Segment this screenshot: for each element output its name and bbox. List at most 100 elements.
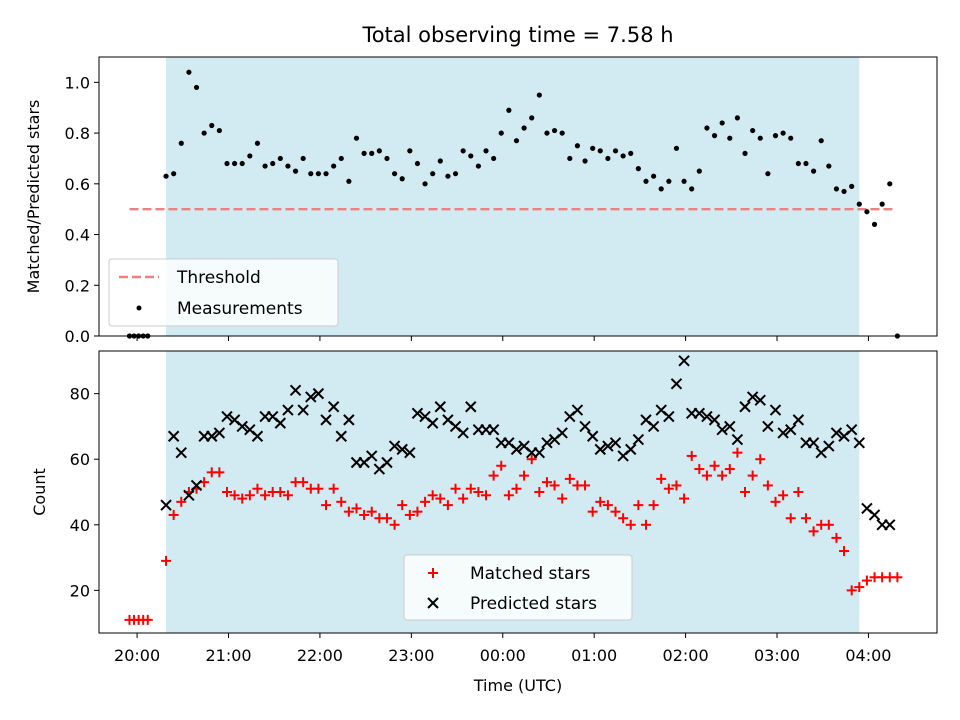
matched-star-point — [656, 473, 667, 484]
matched-star-point — [282, 490, 293, 501]
bottom-axes-frame — [98, 350, 938, 634]
predicted-star-point — [647, 420, 660, 433]
measurement-point — [201, 130, 207, 136]
predicted-star-point — [701, 410, 713, 423]
matched-star-point — [328, 483, 339, 494]
predicted-star-point — [335, 430, 347, 442]
predicted-star-point — [510, 443, 523, 456]
predicted-star-point — [289, 384, 302, 397]
bottom-y-tick-label: 80 — [70, 385, 90, 404]
measurement-point — [437, 158, 443, 164]
measurement-point — [788, 135, 794, 141]
matched-star-point — [778, 490, 789, 501]
predicted-star-point — [823, 440, 835, 452]
measurement-point — [224, 160, 230, 167]
top-y-ticks: 0.0 0.2 0.4 0.6 0.8 1.0 — [65, 73, 99, 346]
legend-threshold-label: Threshold — [176, 268, 261, 288]
predicted-star-point — [632, 433, 645, 446]
top-y-tick-label: 1.0 — [65, 73, 90, 92]
predicted-star-point — [693, 407, 706, 420]
matched-star-point — [488, 470, 499, 481]
measurement-point — [856, 201, 862, 207]
measurement-point — [833, 186, 840, 192]
matched-star-point — [496, 460, 507, 471]
predicted-star-point — [388, 440, 401, 452]
matched-star-point — [709, 460, 720, 471]
measurement-point — [551, 127, 558, 134]
matched-star-point — [831, 532, 842, 543]
predicted-star-point — [236, 420, 248, 433]
measurement-point — [376, 148, 382, 154]
measurement-point — [521, 125, 527, 131]
measurement-point — [529, 115, 535, 121]
matched-star-point — [732, 447, 743, 458]
measurement-point — [635, 166, 641, 172]
measurement-point — [285, 163, 291, 169]
matched-star-point — [221, 487, 232, 497]
matched-star-point — [892, 572, 903, 583]
predicted-star-point — [792, 414, 805, 426]
predicted-star-point — [426, 417, 439, 429]
matched-star-point — [229, 490, 240, 501]
bottom-y-tick-label: 60 — [70, 450, 90, 469]
measurement-point — [445, 173, 451, 179]
measurement-point — [841, 188, 847, 195]
matched-star-point — [694, 464, 705, 475]
x-tick-label: 00:00 — [480, 646, 526, 665]
predicted-star-point — [579, 420, 591, 433]
predicted-star-point — [868, 509, 881, 521]
matched-star-point — [343, 506, 354, 517]
predicted-star-point — [609, 437, 622, 449]
predicted-star-point — [487, 423, 500, 436]
matched-star-point — [404, 509, 415, 520]
matched-star-point — [214, 467, 225, 478]
measurement-point — [887, 181, 893, 187]
measurement-point — [750, 127, 756, 134]
measurement-point — [605, 155, 611, 162]
matched-star-point — [724, 464, 735, 475]
x-tick-label: 22:00 — [297, 646, 343, 665]
predicted-star-point — [457, 427, 469, 439]
predicted-star-point — [533, 446, 546, 459]
matched-star-point — [275, 487, 286, 497]
measurement-point — [681, 178, 687, 184]
measurement-point — [803, 160, 809, 167]
matched-star-point — [366, 506, 377, 517]
measurement-point — [300, 155, 306, 162]
predicted-star-point — [884, 519, 896, 531]
measurement-point — [468, 153, 474, 159]
predicted-star-point — [327, 401, 340, 413]
x-tick-label: 03:00 — [754, 646, 800, 665]
matched-star-point — [587, 506, 598, 517]
predicted-star-point — [396, 443, 408, 456]
matched-star-point — [526, 454, 537, 465]
predicted-star-point — [251, 430, 264, 442]
matched-star-point — [793, 487, 804, 497]
matched-star-point — [420, 496, 431, 507]
predicted-star-point — [297, 404, 309, 416]
measurement-point — [292, 168, 299, 174]
bottom-legend: Matched stars Predicted stars — [403, 554, 633, 621]
matched-star-point — [671, 480, 682, 491]
measurement-point — [620, 153, 626, 159]
matched-star-point — [679, 493, 690, 504]
predicted-star-point — [167, 430, 180, 442]
predicted-star-point — [221, 410, 233, 423]
predicted-star-point — [731, 433, 744, 446]
predicted-star-point — [175, 446, 187, 459]
matched-star-point — [549, 480, 560, 491]
matched-star-point — [142, 614, 153, 625]
measurement-point — [491, 155, 497, 162]
predicted-star-point — [206, 430, 218, 442]
measurement-point — [270, 160, 276, 167]
matched-star-point — [762, 480, 773, 491]
top-legend-box — [108, 258, 339, 327]
measurement-point — [628, 150, 634, 156]
predicted-star-point — [716, 423, 728, 436]
measurement-point — [765, 171, 771, 177]
measurement-point — [826, 163, 832, 169]
predicted-star-point — [625, 443, 637, 456]
matched-star-point — [663, 483, 674, 494]
matched-star-point — [595, 496, 606, 507]
predicted-star-point — [830, 427, 843, 439]
